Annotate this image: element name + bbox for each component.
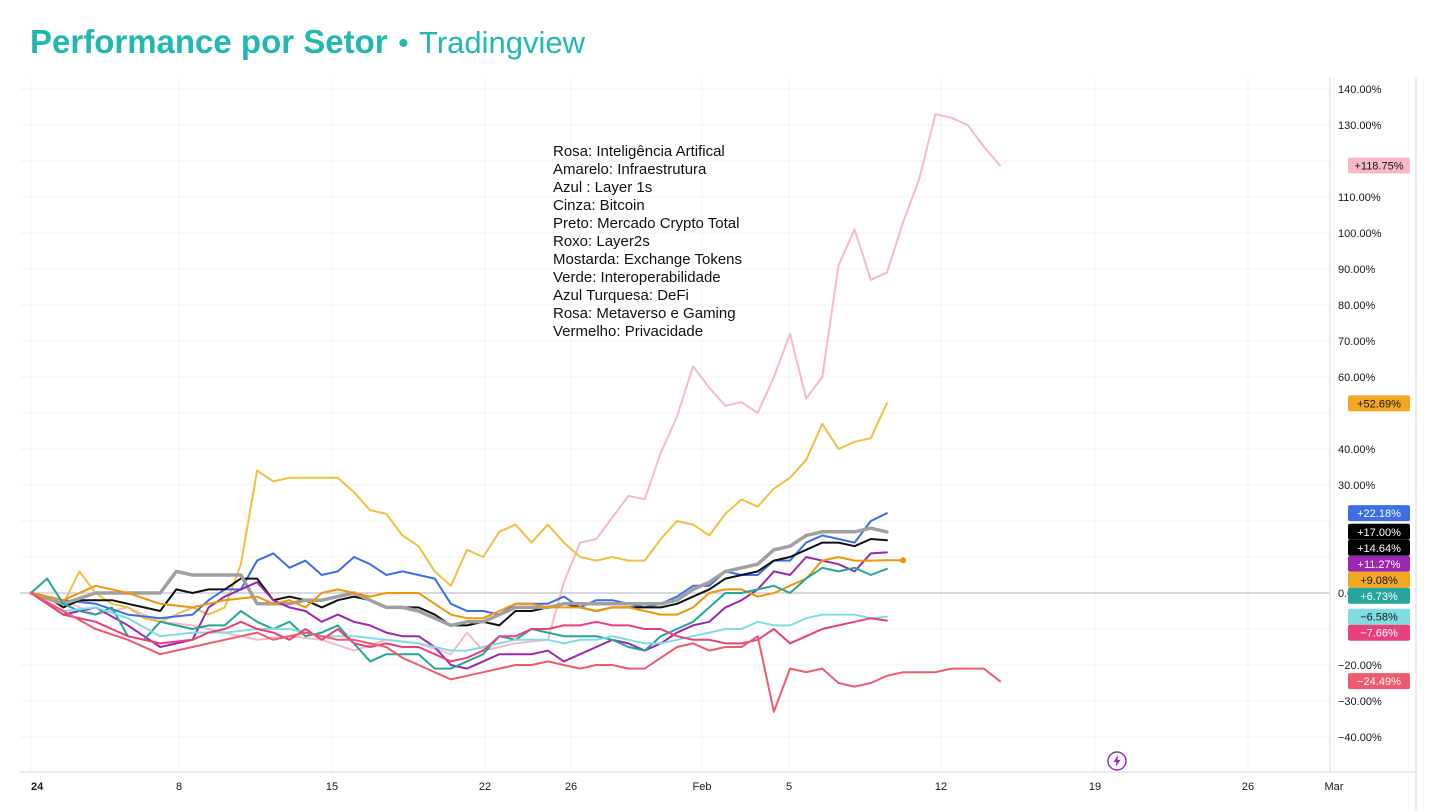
x-tick-label: 24 — [31, 781, 44, 793]
legend-line: Roxo: Layer2s — [553, 233, 650, 250]
last-value-badge: −7.66% — [1348, 624, 1410, 641]
x-tick-label: 26 — [565, 781, 577, 793]
y-tick-label: 100.00% — [1338, 228, 1382, 240]
legend-line: Mostarda: Exchange Tokens — [553, 251, 742, 268]
x-tick-label: Feb — [693, 781, 712, 793]
series-line-0[interactable] — [30, 113, 1001, 656]
last-value-badge: +17.00% — [1348, 523, 1410, 540]
badge-label: +118.75% — [1354, 161, 1403, 173]
x-tick-label: Mar — [1325, 781, 1344, 793]
badge-label: +9.08% — [1360, 575, 1398, 587]
badge-label: −6.58% — [1360, 612, 1398, 624]
legend-line: Verde: Interoperabilidade — [553, 269, 721, 286]
legend-line: Azul Turquesa: DeFi — [553, 287, 689, 304]
y-tick-label: −20.00% — [1338, 660, 1382, 672]
y-tick-label: 90.00% — [1338, 264, 1376, 276]
y-tick-label: −40.00% — [1338, 732, 1382, 744]
series-layer — [29, 113, 1001, 713]
y-tick-label: 130.00% — [1338, 120, 1382, 132]
series-end-marker — [900, 557, 907, 564]
last-value-badge: +22.18% — [1348, 505, 1410, 522]
badge-label: +11.27% — [1358, 559, 1401, 571]
badge-label: +6.73% — [1360, 591, 1398, 603]
legend-line: Azul : Layer 1s — [553, 179, 652, 196]
badge-label: −24.49% — [1357, 676, 1401, 688]
badge-label: +17.00% — [1357, 527, 1401, 539]
badge-label: +14.64% — [1357, 543, 1401, 555]
y-tick-label: 70.00% — [1338, 336, 1376, 348]
series-line-7[interactable] — [30, 566, 888, 670]
legend-line: Vermelho: Privacidade — [553, 323, 703, 340]
series-line-6[interactable] — [30, 556, 905, 620]
series-line-10[interactable] — [30, 592, 1001, 713]
page-title: Performance por Setor • Tradingview — [30, 20, 585, 64]
last-value-badge: +9.08% — [1348, 571, 1410, 588]
badge-label: +52.69% — [1357, 398, 1401, 410]
series-line-8[interactable] — [30, 592, 888, 652]
last-value-badge: −24.49% — [1348, 673, 1410, 690]
lightning-icon[interactable] — [1107, 751, 1127, 771]
y-tick-label: 80.00% — [1338, 300, 1376, 312]
x-axis-ticks: 24 8 15 22 26 Feb 5 12 19 26 Mar — [31, 781, 1344, 793]
last-value-badges: +118.75% +52.69% +22.18% +17.00% +14.64% +11.… — [1348, 157, 1410, 690]
last-value-badge: −6.58% — [1348, 608, 1410, 625]
y-tick-label: 40.00% — [1338, 444, 1376, 456]
last-value-badge: +52.69% — [1348, 395, 1410, 412]
x-tick-label: 8 — [176, 781, 182, 793]
title-source: Tradingview — [419, 25, 586, 60]
last-value-badge: +14.64% — [1348, 539, 1410, 556]
legend-line: Rosa: Inteligência Artifical — [553, 143, 725, 160]
chart-grid — [20, 78, 1335, 772]
legend-line: Preto: Mercado Crypto Total — [553, 215, 739, 232]
y-tick-label: 110.00% — [1338, 192, 1381, 204]
legend-line: Amarelo: Infraestrutura — [553, 161, 707, 178]
x-tick-label: 15 — [326, 781, 338, 793]
badge-label: +22.18% — [1357, 508, 1401, 520]
y-tick-label: −30.00% — [1338, 696, 1382, 708]
last-value-badge: +118.75% — [1348, 157, 1410, 174]
last-value-badge: +6.73% — [1348, 587, 1410, 604]
x-tick-label: 22 — [479, 781, 491, 793]
legend-line: Rosa: Metaverso e Gaming — [553, 305, 736, 322]
y-axis-ticks: 140.00% 130.00% 110.00% 100.00% 90.00% 80.00%… — [1338, 84, 1382, 744]
badge-label: −7.66% — [1360, 628, 1398, 640]
x-tick-label: 5 — [786, 781, 792, 793]
title-main: Performance por Setor — [30, 23, 388, 60]
legend-line: Cinza: Bitcoin — [553, 197, 645, 214]
y-tick-label: 60.00% — [1338, 372, 1376, 384]
series-line-3[interactable] — [30, 538, 888, 627]
x-tick-label: 26 — [1242, 781, 1254, 793]
x-tick-label: 19 — [1089, 781, 1101, 793]
last-value-badge: +11.27% — [1348, 555, 1410, 572]
title-separator: • — [398, 27, 409, 60]
y-tick-label: 140.00% — [1338, 84, 1382, 96]
x-tick-label: 12 — [935, 781, 947, 793]
y-tick-label: 30.00% — [1338, 480, 1376, 492]
series-line-4[interactable] — [29, 526, 889, 628]
